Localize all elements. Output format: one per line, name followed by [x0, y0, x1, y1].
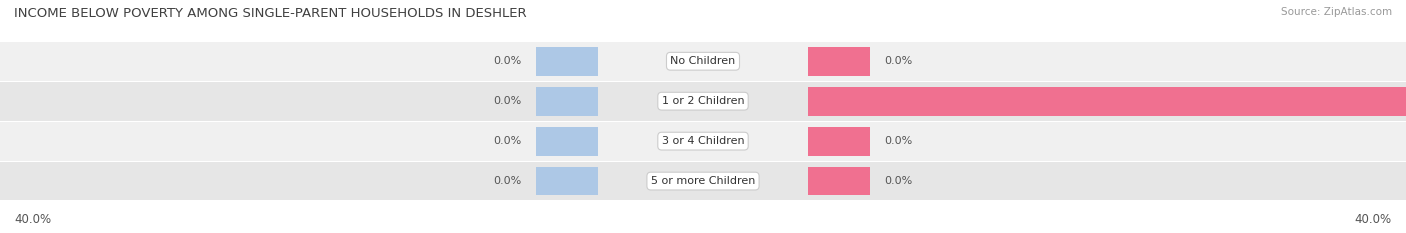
Bar [0, 162, 1406, 200]
Text: No Children: No Children [671, 56, 735, 66]
Text: 5 or more Children: 5 or more Children [651, 176, 755, 186]
Bar [0, 122, 1406, 161]
Text: 0.0%: 0.0% [494, 96, 522, 106]
Bar [536, 47, 598, 76]
Text: 3 or 4 Children: 3 or 4 Children [662, 136, 744, 146]
Text: 40.0%: 40.0% [14, 212, 51, 226]
Bar [808, 167, 870, 195]
Bar [536, 87, 598, 116]
Bar [808, 127, 870, 155]
Text: Source: ZipAtlas.com: Source: ZipAtlas.com [1281, 7, 1392, 17]
Bar [0, 82, 1406, 120]
Text: INCOME BELOW POVERTY AMONG SINGLE-PARENT HOUSEHOLDS IN DESHLER: INCOME BELOW POVERTY AMONG SINGLE-PARENT… [14, 7, 527, 20]
Bar [536, 167, 598, 195]
Text: 0.0%: 0.0% [884, 56, 912, 66]
Bar [808, 47, 870, 76]
Text: 40.0%: 40.0% [1355, 212, 1392, 226]
Text: 0.0%: 0.0% [884, 176, 912, 186]
Text: 1 or 2 Children: 1 or 2 Children [662, 96, 744, 106]
Text: 0.0%: 0.0% [494, 176, 522, 186]
Text: 0.0%: 0.0% [494, 136, 522, 146]
Bar [536, 127, 598, 155]
Text: 0.0%: 0.0% [884, 136, 912, 146]
Bar [808, 87, 1406, 116]
Bar [0, 42, 1406, 81]
Text: 0.0%: 0.0% [494, 56, 522, 66]
